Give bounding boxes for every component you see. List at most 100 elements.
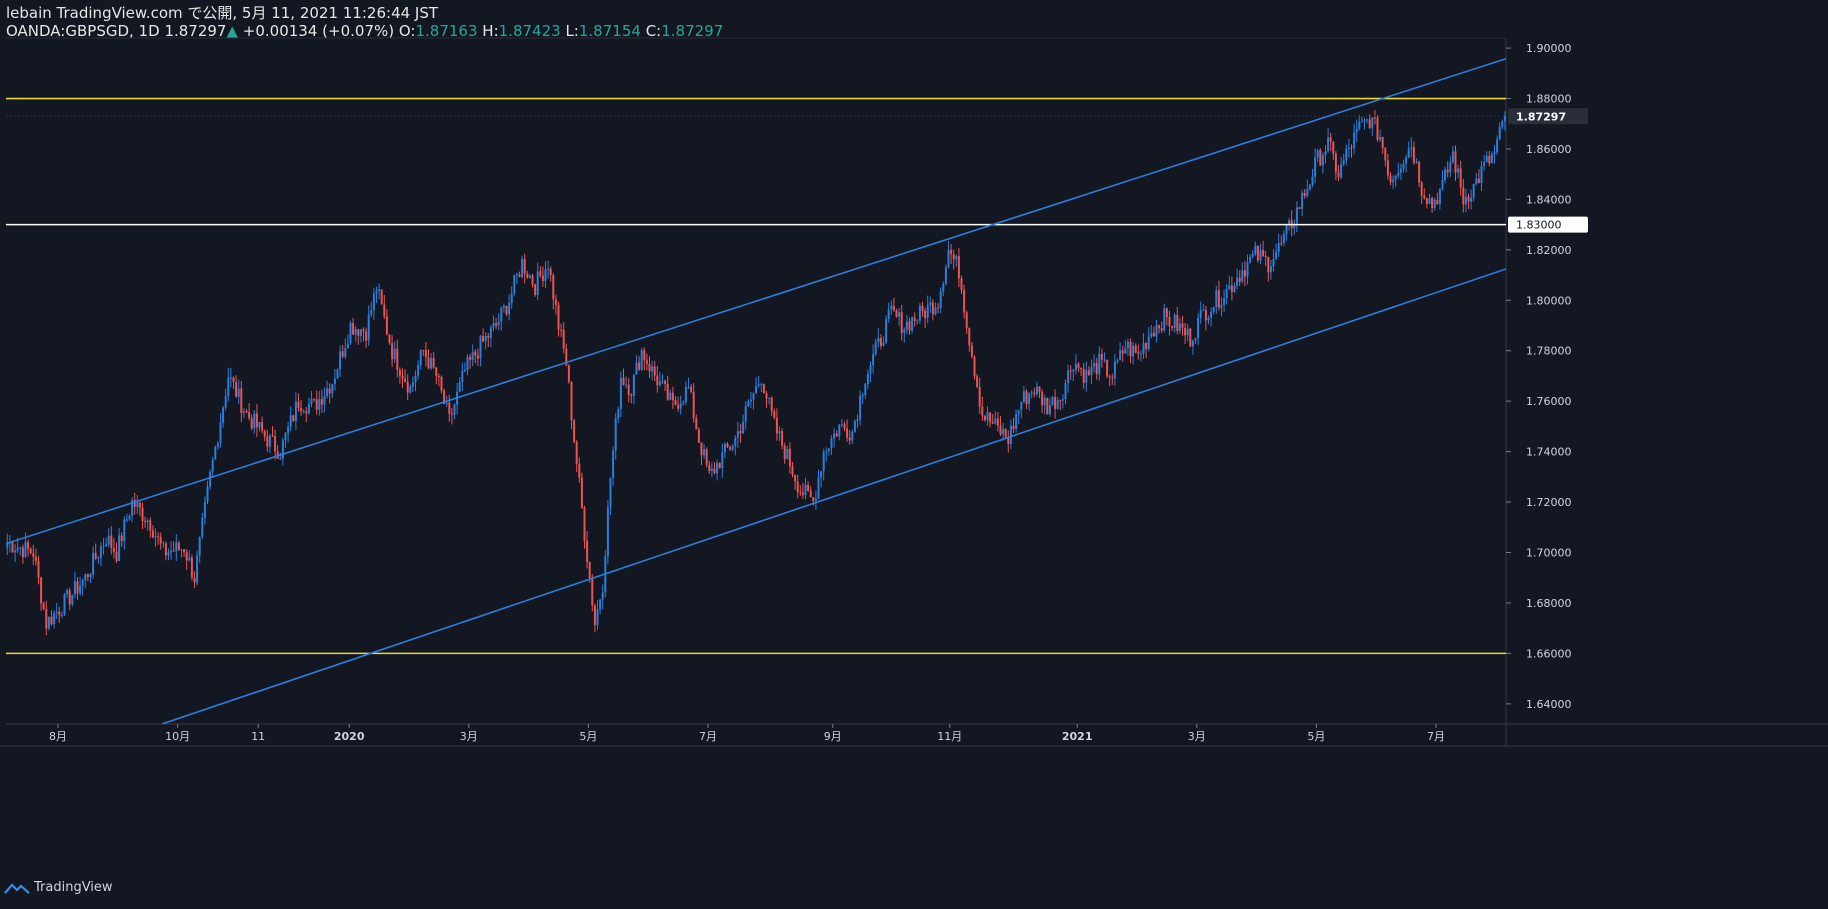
candle-body [328,388,331,394]
candle-body [1035,386,1038,395]
candle-body [627,384,630,395]
candle-body [658,381,661,386]
candle-body [617,409,620,419]
candle-body [515,274,518,276]
candle-body [414,375,417,383]
candle-body [1051,396,1054,406]
candle-body [1223,298,1226,305]
candle-body [999,425,1002,435]
candle-body [924,310,927,318]
candle-body [105,544,108,546]
candle-body [830,438,833,449]
candle-body [209,471,212,487]
symbol-name[interactable]: OANDA:GBPSGD, 1D [6,22,160,40]
candle-body [1173,314,1176,328]
candle-body [346,343,349,349]
candle-body [196,555,199,583]
candle-body [866,373,869,385]
candle-body [913,317,916,321]
candle-body [1329,137,1332,142]
candle-body [362,329,365,332]
candle-body [1324,151,1327,156]
candle-body [1269,266,1272,273]
candle-body [755,385,758,394]
candle-body [47,616,50,629]
candle-body [1475,178,1478,185]
chart-grid [0,37,1828,747]
candle-body [1371,117,1374,128]
candle-body [664,380,667,384]
candle-body [495,323,498,326]
candle-body [1246,262,1249,277]
candle-body [263,430,266,437]
candle-body [151,530,154,538]
candle-body [1087,370,1090,375]
candle-body [705,449,708,465]
candle-body [1017,410,1020,414]
candle-body [281,440,284,459]
candle-body [570,381,573,421]
candle-body [601,592,604,600]
candle-body [175,542,178,552]
candle-body [518,274,521,278]
candle-body [118,535,121,561]
candle-body [159,536,162,544]
candle-body [14,550,17,553]
candle-body [1438,189,1441,205]
candle-body [1394,175,1397,180]
candle-body [1493,152,1496,154]
candle-body [86,574,89,578]
candle-body [1340,163,1343,178]
candle-body [136,502,139,507]
candle-body [1321,155,1324,166]
candle-body [526,273,529,278]
candle-body [1165,308,1168,317]
candle-body [1150,332,1153,337]
candle-body [1072,370,1075,372]
candle-body [313,398,316,400]
candle-body [1350,147,1353,149]
candle-body [744,406,747,422]
candle-body [926,305,929,318]
candle-body [710,468,713,471]
candle-body [339,351,342,370]
candle-body [422,350,425,352]
candle-body [131,499,134,516]
candle-body [796,481,799,492]
candle-body [318,399,321,410]
candle-body [1100,353,1103,360]
candle-body [1295,207,1298,224]
candle-body [978,386,981,407]
candle-body [638,362,641,370]
candle-body [255,413,258,428]
candle-body [190,557,193,578]
candle-body [1464,196,1467,205]
candle-body [1301,192,1304,210]
x-tick-label: 11月 [937,730,962,743]
candle-body [29,548,32,554]
candle-body [952,254,955,260]
candle-body [541,275,544,281]
high-value: 1.87423 [498,22,561,40]
candle-body [1314,157,1317,177]
candle-body [653,366,656,376]
x-tick-label: 9月 [824,730,842,743]
candle-body [378,289,381,291]
candle-body [898,312,901,317]
candle-body [991,422,994,424]
tradingview-logo-icon [4,882,30,894]
candle-body [141,507,144,521]
candle-body [656,375,659,386]
candle-body [1082,368,1085,383]
candle-body [513,275,516,294]
candle-body [614,418,617,451]
tradingview-branding[interactable]: TradingView [4,880,113,895]
candle-body [586,540,589,562]
candle-body [222,407,225,423]
candle-body [1251,254,1254,257]
candle-body [89,574,92,578]
candle-body [677,405,680,409]
last-price-label-bg [1508,108,1588,125]
candle-body [762,384,765,394]
